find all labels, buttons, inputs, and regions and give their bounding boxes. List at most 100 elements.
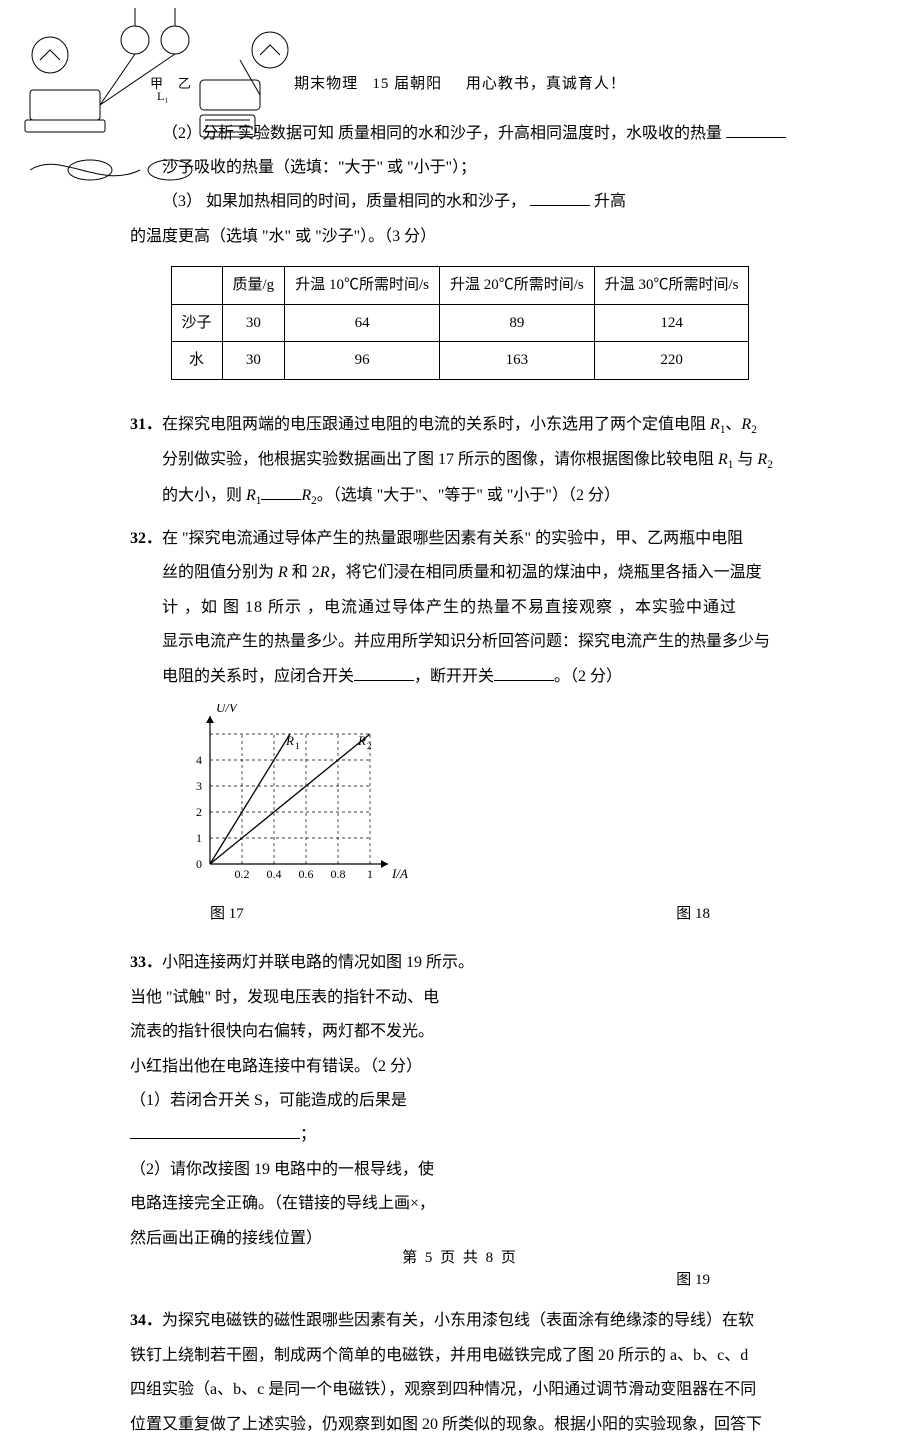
svg-text:R: R [357, 733, 366, 748]
svg-text:U/V: U/V [216, 704, 239, 715]
header-left: 期末物理 [294, 76, 358, 92]
blank-consequence[interactable] [130, 1123, 300, 1139]
q32-l1: 在 "探究电流通过导体产生的热量跟哪些因素有关系" 的实验中，甲、乙两瓶中电阻 [162, 530, 743, 547]
R2: R [741, 416, 751, 433]
q31-num: 31． [130, 416, 162, 433]
header-right: 用心教书，真诚育人！ [466, 76, 626, 92]
q30-l4b: 升高 [594, 193, 626, 210]
blank-switch-close[interactable] [354, 665, 414, 681]
blank-material[interactable] [530, 190, 590, 206]
svg-text:I/A: I/A [391, 866, 408, 881]
q33-l1: 小阳连接两灯并联电路的情况如图 19 所示。 [162, 954, 474, 971]
table-row: 沙子 30 64 89 124 [171, 304, 749, 342]
R1: R [710, 416, 720, 433]
th-1: 质量/g [222, 267, 285, 305]
cell: 30 [222, 304, 285, 342]
blank-switch-open[interactable] [494, 665, 554, 681]
q31-l2b: 与 [733, 451, 757, 468]
svg-text:0.2: 0.2 [235, 867, 250, 881]
q30-l2b: 实验数据可知 质量相同的水和沙子，升高相同温度时，水吸收的热量 [238, 125, 722, 142]
table-header-row: 质量/g 升温 10℃所需时间/s 升温 20℃所需时间/s 升温 30℃所需时… [171, 267, 749, 305]
svg-text:2: 2 [196, 805, 202, 819]
q33-l7: （2）请你改接图 19 电路中的一根导线，使 [130, 1155, 790, 1185]
q32-l4: 显示电流产生的热量多少。并应用所学知识分析回答问题：探究电流产生的热量多少与 [130, 627, 790, 657]
th-4: 升温 30℃所需时间/s [594, 267, 749, 305]
q33-l2: 当他 "试触" 时，发现电压表的指针不动、电 [130, 983, 790, 1013]
q34-l3: 四组实验（a、b、c 是同一个电磁铁），观察到四种情况，小阳通过调节滑动变阻器在… [130, 1375, 790, 1405]
q34-l2: 铁钉上绕制若干圈，制成两个简单的电磁铁，并用电磁铁完成了图 20 所示的 a、b… [130, 1341, 790, 1371]
fig18-label: 图 18 [676, 900, 710, 929]
svg-text:0.4: 0.4 [267, 867, 282, 881]
R2c: R [301, 487, 311, 504]
q32-l2a: 丝的阻值分别为 [162, 564, 278, 581]
R2lab: R [320, 564, 330, 581]
cell: 沙子 [171, 304, 222, 342]
q33-num: 33． [130, 954, 162, 971]
question-34: 34．为探究电磁铁的磁性跟哪些因素有关，小东用漆包线（表面涂有绝缘漆的导线）在软… [130, 1306, 790, 1440]
q33-l3: 流表的指针很快向右偏转，两灯都不发光。 [130, 1017, 790, 1047]
q31-l2a: 分别做实验，他根据实验数据画出了图 17 所示的图像，请你根据图像比较电阻 [162, 451, 718, 468]
svg-text:2: 2 [367, 741, 372, 751]
svg-text:3: 3 [196, 779, 202, 793]
label-yi: 乙 [178, 76, 191, 91]
R1c: R [246, 487, 256, 504]
th-3: 升温 20℃所需时间/s [439, 267, 594, 305]
R2bsub: 2 [767, 459, 773, 471]
Rlab: R [278, 564, 288, 581]
question-33: 33．小阳连接两灯并联电路的情况如图 19 所示。 当他 "试触" 时，发现电压… [130, 948, 790, 1254]
sep: 、 [725, 416, 741, 433]
svg-text:4: 4 [196, 753, 202, 767]
q34-l1: 为探究电磁铁的磁性跟哪些因素有关，小东用漆包线（表面涂有绝缘漆的导线）在软 [162, 1312, 754, 1329]
svg-text:1: 1 [367, 867, 373, 881]
page-footer: 第 5 页 共 8 页 [0, 1244, 920, 1273]
R2sub: 2 [751, 424, 757, 436]
figure-17-chart: 123400.20.40.60.81U/VI/AR1R2 [170, 704, 790, 894]
q32-and: 和 2 [288, 564, 320, 581]
blank-r-compare[interactable] [261, 484, 301, 500]
q34-l4: 位置又重复做了上述实验，仍观察到如图 20 所类似的现象。根据小阳的实验现象，回… [130, 1410, 790, 1440]
q31-l3b: 。（选填 "大于"、"等于" 或 "小于"）（2 分） [317, 487, 620, 504]
svg-text:R: R [285, 733, 294, 748]
q32-l2b: ，将它们浸在相同质量和初温的煤油中，烧瓶里各插入一温度 [330, 564, 762, 581]
R2b: R [757, 451, 767, 468]
data-table: 质量/g 升温 10℃所需时间/s 升温 20℃所需时间/s 升温 30℃所需时… [171, 266, 750, 380]
q32-l5a: 电阻的关系时，应闭合开关 [162, 668, 354, 685]
blank-heat-compare[interactable] [726, 122, 786, 138]
q33-l4: 小红指出他在电路连接中有错误。（2 分） [130, 1052, 790, 1082]
th-2: 升温 10℃所需时间/s [285, 267, 440, 305]
svg-text:0.6: 0.6 [299, 867, 314, 881]
svg-text:0.8: 0.8 [331, 867, 346, 881]
q33-l8: 电路连接完全正确。（在错接的导线上画×， [130, 1189, 790, 1219]
q31-l1: 在探究电阻两端的电压跟通过电阻的电流的关系时，小东选用了两个定值电阻 [162, 416, 710, 433]
R1b: R [718, 451, 728, 468]
cell: 64 [285, 304, 440, 342]
cell: 124 [594, 304, 749, 342]
table-row: 水 30 96 163 220 [171, 342, 749, 380]
q32-l3: 计 ，如 图 18 所示 ，电流通过导体产生的热量不易直接观察 ，本实验中通过 [130, 593, 790, 623]
cell: 水 [171, 342, 222, 380]
q34-num: 34． [130, 1312, 162, 1329]
figure-labels-row: 图 17 图 18 [130, 900, 790, 929]
cell: 30 [222, 342, 285, 380]
fig17-label: 图 17 [210, 900, 244, 929]
question-31: 31．在探究电阻两端的电压跟通过电阻的电流的关系时，小东选用了两个定值电阻 R1… [130, 410, 790, 512]
q32-l5c: 。（2 分） [554, 668, 622, 685]
th-0 [171, 267, 222, 305]
circuit-figure-top: 甲 L₁ 乙 [0, 0, 300, 200]
svg-text:1: 1 [196, 831, 202, 845]
q31-l3a: 的大小，则 [162, 487, 246, 504]
q33-l5: （1）若闭合开关 S，可能造成的后果是 [130, 1086, 790, 1116]
label-L1: L₁ [157, 89, 169, 103]
svg-text:0: 0 [196, 857, 202, 871]
q32-l5b: ，断开开关 [414, 668, 494, 685]
cell: 220 [594, 342, 749, 380]
header-mid: 15 届朝阳 [372, 76, 442, 92]
q33-l6t: ； [300, 1126, 316, 1143]
cell: 89 [439, 304, 594, 342]
q30-line5: 的温度更高（选填 "水" 或 "沙子"）。（3 分） [130, 222, 790, 252]
question-32: 32．在 "探究电流通过导体产生的热量跟哪些因素有关系" 的实验中，甲、乙两瓶中… [130, 524, 790, 692]
svg-text:1: 1 [295, 741, 300, 751]
q32-num: 32． [130, 530, 162, 547]
cell: 96 [285, 342, 440, 380]
cell: 163 [439, 342, 594, 380]
